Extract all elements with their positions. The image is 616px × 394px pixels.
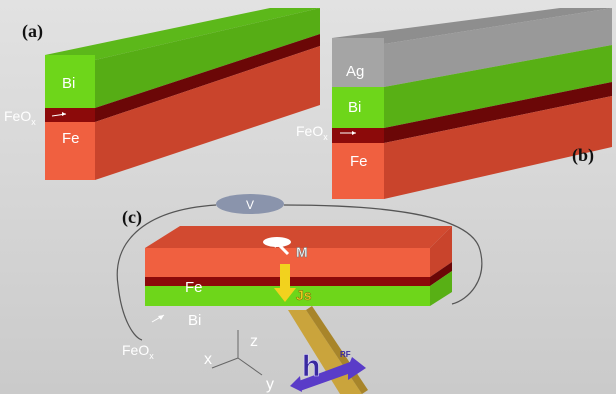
magnetization-arrow [276, 242, 290, 256]
feox-front-face [45, 108, 95, 122]
rf-label: RF [340, 350, 351, 359]
bi-side-face [384, 45, 612, 128]
x-axis-label: x [204, 351, 212, 368]
rf-field-arrow [296, 357, 366, 391]
bi-side-face [95, 8, 320, 108]
ag-top-face [332, 8, 612, 44]
z-axis-label: z [250, 333, 258, 350]
magnetization-label: M [296, 244, 308, 260]
fe-side-face [384, 96, 612, 199]
voltmeter [216, 194, 284, 214]
panel-b-tag: (b) [572, 145, 594, 166]
feox-side-face [384, 82, 612, 143]
fe-label: Fe [185, 279, 203, 296]
fe-front-face [45, 122, 95, 180]
spin-current-arrow-shaft [280, 264, 290, 290]
fe-front-face [332, 143, 384, 199]
y-axis-label: y [266, 376, 274, 393]
rf-field-arrow-tail [290, 376, 302, 392]
feox-label: FeOx [4, 108, 36, 127]
fe-label: Fe [62, 130, 80, 147]
bi-label: Bi [62, 75, 75, 92]
panel-a-tag: (a) [22, 21, 43, 42]
feox-pointer-head [352, 131, 356, 135]
x-axis [211, 357, 239, 369]
ag-side-face [384, 8, 612, 87]
y-axis [237, 357, 263, 376]
circuit-wire-right [283, 204, 483, 305]
feox-pointer-head [62, 112, 66, 116]
bi-side-face [430, 271, 452, 306]
fe-label: Fe [350, 153, 368, 170]
fe-side-face [95, 46, 320, 180]
bi-front-face [45, 55, 95, 108]
feox-side-face [95, 34, 320, 122]
spin-current-label: Js [296, 287, 312, 303]
feox-front-face [332, 128, 384, 143]
feox-pointer-head [158, 315, 164, 320]
feox-label: FeOx [122, 342, 154, 361]
panel-a: (a) Bi Fe FeOx [4, 8, 320, 180]
circuit-wire-left [116, 204, 217, 341]
fe-side-face [430, 226, 452, 277]
panel-c: V (c) M Js Fe Bi FeOx h RF [116, 194, 483, 394]
rf-field-label: h [302, 350, 320, 383]
panel-b: Ag Bi Fe FeOx (b) [296, 8, 612, 199]
feox-side-face [430, 262, 452, 286]
bi-top-face [45, 8, 320, 60]
voltmeter-label: V [246, 198, 254, 212]
feox-label: FeOx [296, 123, 328, 142]
bi-label: Bi [348, 99, 361, 116]
spin-current-arrow-head [274, 288, 296, 302]
bi-front-face [332, 87, 384, 128]
magnetization-arrow-head [272, 238, 282, 248]
fe-top-face [145, 226, 452, 248]
panel-c-tag: (c) [122, 207, 142, 228]
bi-label: Bi [188, 312, 201, 329]
ag-label: Ag [346, 63, 364, 80]
ag-front-face [332, 38, 384, 87]
